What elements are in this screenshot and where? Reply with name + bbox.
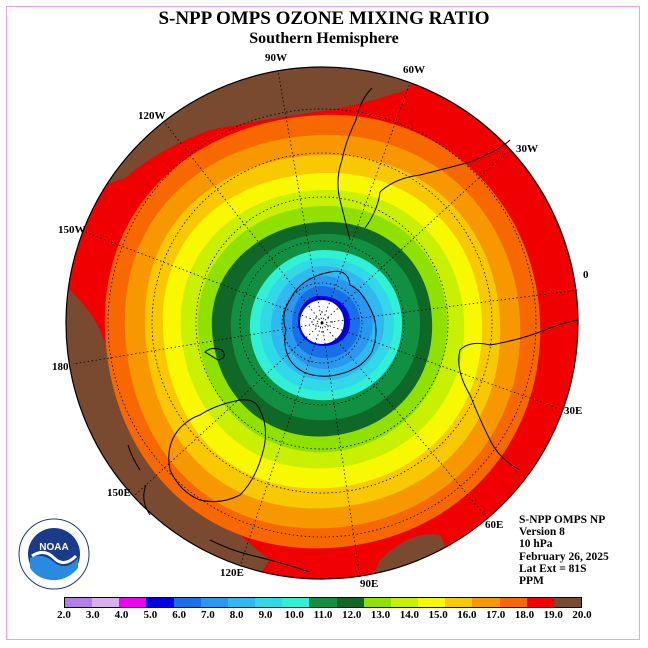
colorbar-swatch bbox=[445, 598, 473, 607]
colorbar-tick-label: 12.0 bbox=[342, 609, 362, 621]
colorbar-tick-label: 5.0 bbox=[143, 609, 158, 621]
info-pressure: 10 hPa bbox=[519, 538, 553, 551]
colorbar-tick-label: 18.0 bbox=[514, 609, 535, 621]
page-title: S-NPP OMPS OZONE MIXING RATIO bbox=[158, 8, 490, 29]
info-lat-ext: Lat Ext = 81S bbox=[519, 562, 587, 575]
lon-label-150e: 150E bbox=[107, 487, 131, 499]
colorbar-swatch bbox=[363, 598, 391, 607]
coastline-australia bbox=[168, 399, 266, 503]
colorbar-tick-label: 13.0 bbox=[370, 609, 391, 621]
lon-label-120w: 120W bbox=[138, 110, 166, 122]
colorbar-tick-label: 8.0 bbox=[229, 609, 244, 621]
info-date: February 26, 2025 bbox=[519, 550, 609, 563]
coastline-new-zealand bbox=[127, 444, 151, 516]
lon-label-90w: 90W bbox=[265, 52, 287, 64]
noaa-logo-icon: NOAA bbox=[18, 518, 90, 590]
colorbar-tick-label: 20.0 bbox=[572, 609, 592, 621]
colorbar-swatch bbox=[418, 598, 446, 607]
colorbar-tick-label: 3.0 bbox=[85, 609, 100, 621]
colorbar-swatch bbox=[65, 598, 93, 607]
lon-label-120e: 120E bbox=[220, 567, 244, 579]
colorbar-swatch bbox=[119, 598, 147, 607]
colorbar-tick-label: 16.0 bbox=[457, 609, 477, 621]
colorbar-tick-label: 10.0 bbox=[284, 609, 304, 621]
colorbar-swatch bbox=[499, 598, 527, 607]
colorbar-tick-label: 14.0 bbox=[399, 609, 419, 621]
coastline-africa bbox=[458, 319, 579, 471]
lon-label-180: 180 bbox=[52, 361, 69, 373]
noaa-logo-text: NOAA bbox=[39, 542, 68, 553]
colorbar-swatch bbox=[200, 598, 228, 607]
colorbar-tick-label: 17.0 bbox=[486, 609, 506, 621]
latitude-grid bbox=[107, 108, 537, 538]
longitude-grid bbox=[72, 70, 579, 578]
colorbar-tick-label: 19.0 bbox=[543, 609, 563, 621]
colorbar-swatch bbox=[146, 598, 174, 607]
colorbar-tick-label: 9.0 bbox=[258, 609, 273, 621]
lon-label-0: 0 bbox=[583, 269, 589, 281]
colorbar-swatch bbox=[255, 598, 283, 607]
colorbar-tick-label: 2.0 bbox=[57, 609, 71, 621]
colorbar-swatch bbox=[553, 598, 581, 607]
colorbar-swatch bbox=[526, 598, 554, 607]
coastline-indonesia bbox=[209, 539, 311, 573]
colorbar-ticks: 2.0 3.0 4.0 5.0 6.0 7.0 8.0 9.0 10.0 11.0 12.0 13.0… bbox=[0, 609, 648, 623]
lon-label-30e: 30E bbox=[564, 405, 582, 417]
colorbar-swatch bbox=[309, 598, 337, 607]
page-subtitle: Southern Hemisphere bbox=[249, 30, 399, 47]
info-version: Version 8 bbox=[519, 526, 565, 539]
colorbar-tick-label: 6.0 bbox=[172, 609, 186, 621]
colorbar-tick-label: 7.0 bbox=[201, 609, 215, 621]
colorbar-tick-label: 4.0 bbox=[114, 609, 129, 621]
info-instrument: S-NPP OMPS NP bbox=[519, 514, 606, 526]
colorbar bbox=[64, 597, 582, 608]
colorbar-swatch bbox=[336, 598, 364, 607]
info-panel: S-NPP OMPS NP Version 8 10 hPa February … bbox=[519, 514, 609, 587]
lon-label-60w: 60W bbox=[403, 64, 425, 76]
pole-dots bbox=[311, 311, 333, 333]
lon-label-90e: 90E bbox=[360, 578, 378, 590]
coastline-islands bbox=[204, 347, 225, 361]
coastline-south-america bbox=[337, 87, 511, 241]
info-units: PPM bbox=[519, 575, 544, 588]
lon-label-150w: 150W bbox=[58, 224, 86, 236]
colorbar-tick-label: 15.0 bbox=[428, 609, 448, 621]
colorbar-tick-label: 11.0 bbox=[313, 609, 333, 621]
map-boundary bbox=[65, 66, 579, 580]
coastline-antarctica bbox=[283, 270, 377, 377]
lon-label-60e: 60E bbox=[485, 519, 503, 531]
colorbar-swatch bbox=[92, 598, 120, 607]
colorbar-swatch bbox=[173, 598, 201, 607]
coastlines bbox=[127, 87, 579, 573]
lon-label-30w: 30W bbox=[516, 143, 538, 155]
colorbar-swatch bbox=[282, 598, 310, 607]
colorbar-swatch bbox=[227, 598, 256, 607]
colorbar-swatch bbox=[390, 598, 419, 607]
plot-frame bbox=[6, 6, 640, 640]
colorbar-swatch bbox=[472, 598, 500, 607]
